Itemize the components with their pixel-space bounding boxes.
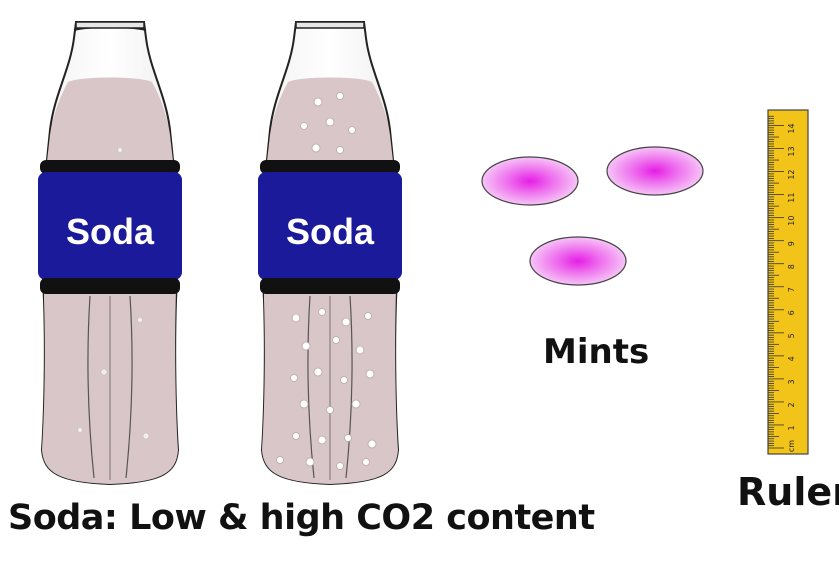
mint-2 [606, 146, 704, 196]
ruler-label: Ruler [737, 470, 839, 514]
mint-1 [481, 156, 579, 206]
ruler-number: 10 [787, 216, 796, 226]
ruler-number: 13 [787, 146, 796, 156]
mints-group [481, 146, 704, 286]
ruler-unit-label: cm [787, 440, 796, 452]
ruler-number: 11 [787, 193, 796, 203]
bottle-label-high: Soda [286, 211, 375, 252]
bottle-label-low: Soda [66, 211, 155, 252]
mints-label: Mints [543, 332, 650, 372]
ruler-number: 12 [787, 169, 796, 179]
mint-3 [529, 236, 627, 286]
ruler-number: 6 [787, 310, 796, 315]
ruler-number: 8 [787, 264, 796, 269]
ruler-number: 5 [787, 333, 796, 338]
ruler-number: 7 [787, 287, 796, 292]
ruler-number: 9 [787, 241, 796, 246]
soda-caption: Soda: Low & high CO2 content [8, 498, 595, 538]
ruler-number: 3 [787, 379, 796, 384]
ruler-number: 14 [787, 123, 796, 133]
soda-bottle-high-co2 [258, 21, 402, 486]
ruler-number: 1 [787, 425, 796, 430]
co2-bubbles [276, 92, 377, 470]
soda-bottle-low-co2 [38, 21, 182, 486]
ruler-number: 2 [787, 402, 796, 407]
ruler-number: 4 [787, 356, 796, 361]
